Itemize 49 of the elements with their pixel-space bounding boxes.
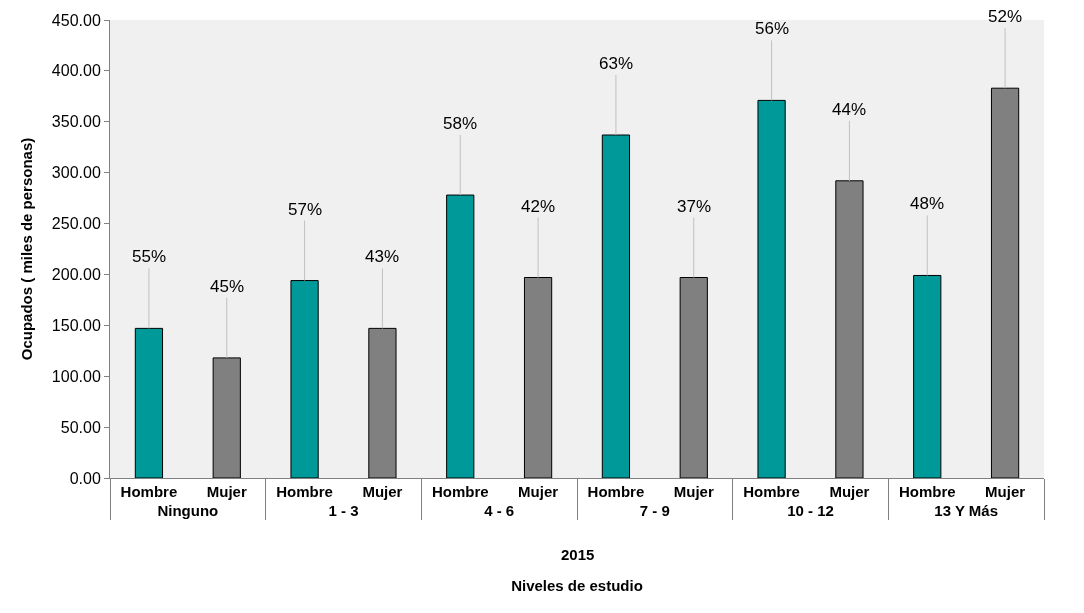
bar xyxy=(601,134,631,478)
x-tick-label: 10 - 12 xyxy=(787,502,834,519)
x-tick-label: 1 - 3 xyxy=(328,502,359,519)
bar xyxy=(134,327,164,478)
annotation: 58% xyxy=(443,114,478,133)
annotation: 52% xyxy=(988,7,1023,26)
text: Hombre xyxy=(898,483,956,500)
x-tick-label: Ninguno xyxy=(157,502,219,519)
annotation: 55% xyxy=(132,247,167,266)
y-tick-label: 350.00 xyxy=(51,113,101,131)
y-tick-label: 0.00 xyxy=(69,469,101,487)
series-label: Hombre xyxy=(120,483,178,500)
text: Hombre xyxy=(587,483,645,500)
y-tick-label: 400.00 xyxy=(51,62,101,80)
text: Mujer xyxy=(829,483,870,500)
y-tick-label: 50.00 xyxy=(60,418,101,436)
x-tick-label: 4 - 6 xyxy=(484,502,515,519)
bar xyxy=(446,194,475,478)
text: Mujer xyxy=(518,483,559,500)
y-tick-label: 200.00 xyxy=(51,266,101,284)
x-tick-label: 13 Y Más xyxy=(934,502,999,519)
text: Hombre xyxy=(276,483,333,500)
annotation: 44% xyxy=(832,100,867,119)
annotation: 42% xyxy=(521,197,556,216)
annotation: 48% xyxy=(910,194,945,213)
y-axis-title: Ocupados ( miles de personas) xyxy=(18,137,36,361)
annotation: 56% xyxy=(755,19,790,38)
y-tick-label: 150.00 xyxy=(51,316,101,334)
bar xyxy=(913,274,942,478)
x-axis-title: Niveles de estudio xyxy=(511,577,643,594)
y-tick-label: 450.00 xyxy=(51,11,101,29)
annotation: 63% xyxy=(599,54,634,73)
bar xyxy=(757,99,786,478)
text: Mujer xyxy=(673,483,714,500)
y-tick-label: 250.00 xyxy=(51,215,101,233)
annotation: 43% xyxy=(365,247,400,266)
x-tick-label: 7 - 9 xyxy=(639,502,670,519)
series-label: Mujer xyxy=(985,483,1026,500)
text: Hombre xyxy=(431,483,489,500)
annotation: 37% xyxy=(677,197,712,216)
y-tick-label: 300.00 xyxy=(51,164,101,182)
text: Mujer xyxy=(206,483,247,500)
annotation: 45% xyxy=(210,277,245,296)
text: Hombre xyxy=(743,483,800,500)
annotation: 57% xyxy=(288,200,323,219)
y-tick-label: 100.00 xyxy=(51,367,101,385)
text: 2015 xyxy=(561,546,595,563)
bar xyxy=(290,280,319,478)
text: Mujer xyxy=(362,483,403,500)
